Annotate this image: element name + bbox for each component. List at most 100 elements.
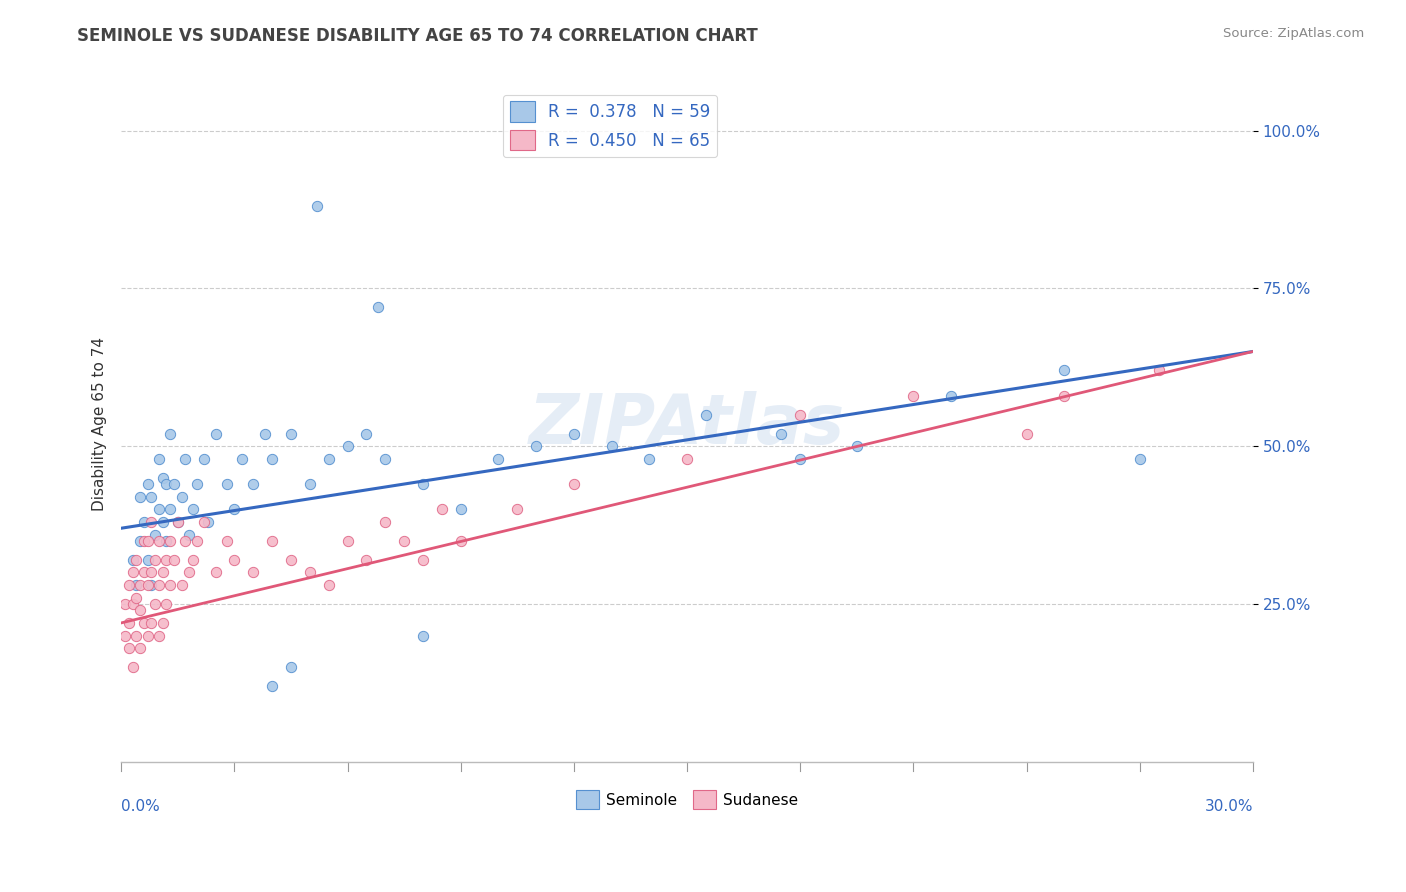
Point <box>215 477 238 491</box>
Point <box>136 578 159 592</box>
Point <box>148 451 170 466</box>
Point <box>114 628 136 642</box>
Point <box>224 553 246 567</box>
Point <box>412 477 434 491</box>
Point <box>193 515 215 529</box>
Point <box>129 578 152 592</box>
Point <box>166 515 188 529</box>
Point <box>148 578 170 592</box>
Point <box>155 553 177 567</box>
Point <box>450 502 472 516</box>
Point <box>132 566 155 580</box>
Point <box>166 515 188 529</box>
Point <box>159 426 181 441</box>
Point <box>307 199 329 213</box>
Point <box>789 451 811 466</box>
Point <box>903 389 925 403</box>
Text: ZIPAtlas: ZIPAtlas <box>529 391 845 458</box>
Point <box>118 578 141 592</box>
Point <box>186 477 208 491</box>
Point <box>193 451 215 466</box>
Point <box>132 615 155 630</box>
Point <box>253 426 276 441</box>
Point <box>174 451 197 466</box>
Point <box>125 553 148 567</box>
Point <box>148 628 170 642</box>
Point <box>152 615 174 630</box>
Point <box>430 502 453 516</box>
Point <box>506 502 529 516</box>
Point <box>789 408 811 422</box>
Point <box>695 408 717 422</box>
Point <box>141 578 163 592</box>
Point <box>181 502 204 516</box>
Point <box>242 566 264 580</box>
Point <box>152 471 174 485</box>
Point <box>298 566 321 580</box>
Point <box>143 597 166 611</box>
Point <box>143 553 166 567</box>
Point <box>181 553 204 567</box>
Point <box>845 439 868 453</box>
Point <box>224 502 246 516</box>
Point <box>170 578 193 592</box>
Point <box>412 628 434 642</box>
Point <box>125 628 148 642</box>
Point <box>600 439 623 453</box>
Point <box>186 533 208 548</box>
Point <box>1053 363 1076 377</box>
Point <box>197 515 219 529</box>
Point <box>941 389 963 403</box>
Point <box>152 566 174 580</box>
Point <box>524 439 547 453</box>
Point <box>562 426 585 441</box>
Point <box>136 477 159 491</box>
Point <box>179 566 201 580</box>
Point <box>1129 451 1152 466</box>
Point <box>132 533 155 548</box>
Text: SEMINOLE VS SUDANESE DISABILITY AGE 65 TO 74 CORRELATION CHART: SEMINOLE VS SUDANESE DISABILITY AGE 65 T… <box>77 27 758 45</box>
Point <box>143 527 166 541</box>
Legend: R =  0.378   N = 59, R =  0.450   N = 65: R = 0.378 N = 59, R = 0.450 N = 65 <box>503 95 717 157</box>
Point <box>155 477 177 491</box>
Point <box>298 477 321 491</box>
Point <box>170 490 193 504</box>
Point <box>121 597 143 611</box>
Point <box>129 641 152 656</box>
Point <box>392 533 415 548</box>
Point <box>163 477 186 491</box>
Point <box>356 426 378 441</box>
Point <box>155 533 177 548</box>
Point <box>129 533 152 548</box>
Point <box>125 591 148 605</box>
Point <box>136 553 159 567</box>
Point <box>159 578 181 592</box>
Text: Source: ZipAtlas.com: Source: ZipAtlas.com <box>1223 27 1364 40</box>
Point <box>450 533 472 548</box>
Point <box>159 502 181 516</box>
Point <box>1015 426 1038 441</box>
Point <box>562 477 585 491</box>
Point <box>125 578 148 592</box>
Point <box>262 451 284 466</box>
Point <box>141 566 163 580</box>
Point <box>262 679 284 693</box>
Point <box>121 553 143 567</box>
Point <box>280 660 302 674</box>
Point <box>179 527 201 541</box>
Point <box>148 533 170 548</box>
Point <box>280 553 302 567</box>
Text: 30.0%: 30.0% <box>1205 799 1253 814</box>
Point <box>204 566 226 580</box>
Point <box>163 553 186 567</box>
Point <box>174 533 197 548</box>
Point <box>136 533 159 548</box>
Point <box>121 566 143 580</box>
Point <box>1053 389 1076 403</box>
Point <box>114 597 136 611</box>
Point <box>204 426 226 441</box>
Point <box>318 578 340 592</box>
Point <box>1147 363 1170 377</box>
Point <box>132 515 155 529</box>
Point <box>141 615 163 630</box>
